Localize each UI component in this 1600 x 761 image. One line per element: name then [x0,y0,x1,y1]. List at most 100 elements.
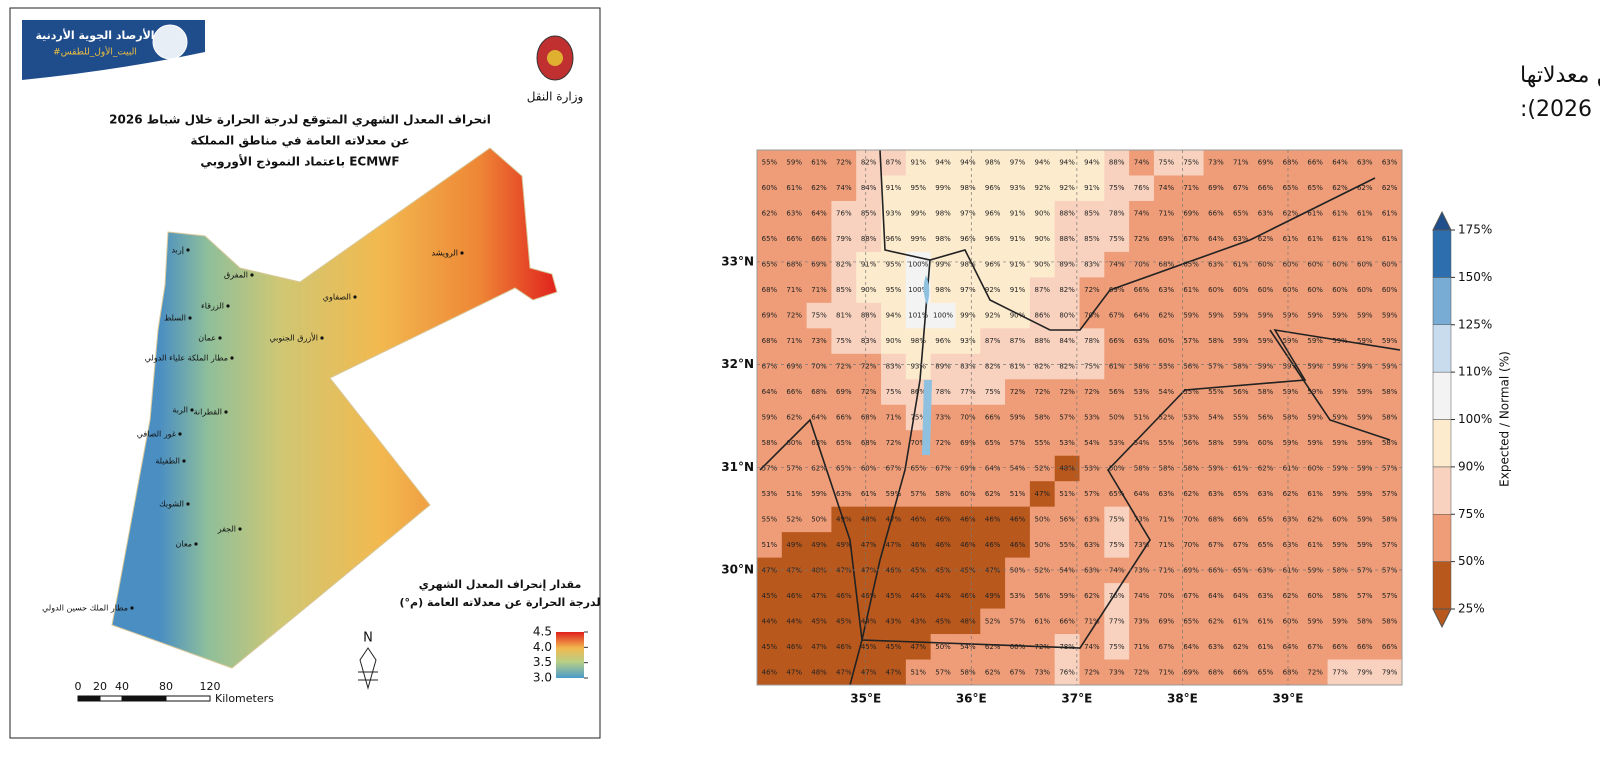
cell-value: 59% [1283,363,1299,371]
cell-fill [980,328,1006,355]
cell-fill [881,175,907,202]
cell-fill [1327,634,1353,661]
cell-fill [1253,634,1279,661]
cell-value: 52% [1035,566,1051,574]
cell-value: 55% [762,159,778,167]
cell-fill [1377,226,1403,253]
cell-fill [1153,608,1180,635]
cell-value: 73% [1208,159,1224,167]
cell-value: 53% [1059,439,1075,447]
cell-value: 59% [1307,388,1323,396]
cell-value: 60% [1258,286,1274,294]
cell-value: 61% [861,490,877,498]
cell-fill [1302,226,1329,253]
place-label: الأزرق الجنوبي [269,333,318,343]
cell-fill [930,608,956,635]
cell-value: 50% [1010,566,1026,574]
cell-fill [1352,200,1378,227]
cell-value: 66% [1233,515,1249,523]
cell-fill [781,455,808,482]
cell-value: 56% [1183,363,1199,371]
cell-value: 60% [1357,286,1373,294]
cell-fill [757,328,783,355]
cell-value: 58% [1134,464,1150,472]
place-dot [250,273,254,277]
cell-fill [1203,328,1229,355]
cell-fill [930,455,956,482]
cell-value: 55% [1208,388,1224,396]
cell-fill [1203,608,1229,635]
cell-fill [806,455,832,482]
cell-fill [881,583,907,610]
cell-value: 46% [861,592,877,600]
cell-value: 50% [935,643,951,651]
cell-value: 58% [1357,617,1373,625]
cell-fill [1029,277,1056,304]
cell-fill [1253,226,1279,253]
cell-value: 59% [1307,617,1323,625]
cell-value: 100% [908,261,928,269]
place-dot [460,251,464,255]
cell-fill [1253,608,1279,635]
cell-fill [1277,532,1304,559]
cell-value: 82% [836,261,852,269]
cell-fill [1277,175,1304,202]
cell-value: 76% [1109,592,1125,600]
cell-value: 45% [762,643,778,651]
cell-fill [1005,532,1031,559]
cell-value: 64% [762,388,778,396]
cell-fill [781,353,808,380]
cell-fill [930,404,956,431]
cell-fill [1352,251,1378,278]
cell-fill [881,200,907,227]
north-arrow [358,647,378,690]
cell-value: 60% [1332,286,1348,294]
cell-fill [1302,634,1329,661]
cell-fill [757,659,783,686]
cell-fill [1352,277,1378,304]
cell-value: 62% [1283,490,1299,498]
cell-value: 99% [935,261,951,269]
cell-fill [1377,659,1403,686]
cell-value: 52% [786,515,802,523]
cell-value: 45% [935,566,951,574]
cell-fill [856,150,882,176]
cell-fill [1302,532,1329,559]
cell-value: 72% [1134,235,1150,243]
cell-value: 66% [786,235,802,243]
cell-value: 54% [960,643,976,651]
cell-fill [1253,302,1279,329]
cell-fill [881,634,907,661]
cell-value: 85% [1084,210,1100,218]
cell-value: 47% [811,643,827,651]
cell-value: 58% [1159,464,1175,472]
cell-value: 51% [762,541,778,549]
cell-value: 65% [1233,490,1249,498]
cell-fill [1377,557,1403,584]
cell-fill [1054,659,1080,686]
cell-value: 66% [1357,643,1373,651]
cell-value: 69% [786,363,802,371]
cell-fill [1277,659,1304,686]
cell-fill [905,481,932,508]
cell-value: 59% [1332,363,1348,371]
cell-fill [831,302,857,329]
cell-value: 94% [935,159,951,167]
cell-fill [1079,251,1105,278]
cell-fill [1153,481,1180,508]
cell-value: 64% [1134,312,1150,320]
cell-value: 58% [1382,617,1398,625]
cell-value: 53% [1084,414,1100,422]
cell-fill [1079,634,1105,661]
cell-fill [930,353,956,380]
place-label: عمان [198,334,216,343]
cell-value: 66% [1382,643,1398,651]
cell-value: 44% [935,592,951,600]
cell-fill [1054,455,1080,482]
cell-fill [1104,659,1130,686]
cell-fill [1079,430,1105,457]
colorbar-extend [1432,608,1452,629]
cell-fill [1153,506,1180,533]
cell-value: 62% [1283,210,1299,218]
cell-value: 73% [1035,668,1051,676]
